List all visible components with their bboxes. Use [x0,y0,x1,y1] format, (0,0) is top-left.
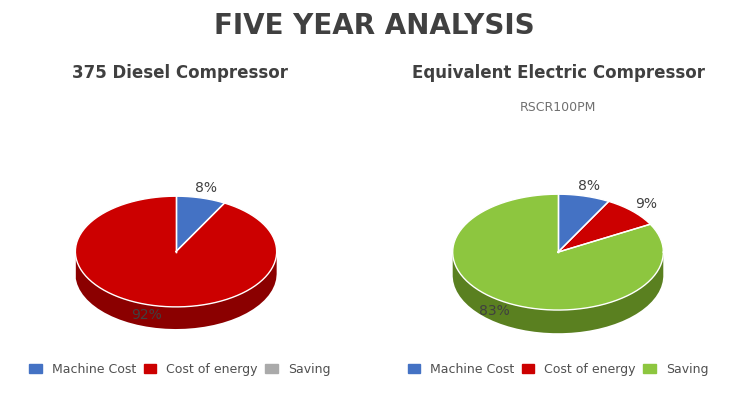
Text: RSCR100PM: RSCR100PM [520,101,596,114]
Text: Equivalent Electric Compressor: Equivalent Electric Compressor [411,64,705,82]
Polygon shape [452,218,664,333]
Polygon shape [176,196,225,252]
Text: 375 Diesel Compressor: 375 Diesel Compressor [72,64,288,82]
Polygon shape [452,194,664,310]
Polygon shape [558,201,650,252]
Text: FIVE YEAR ANALYSIS: FIVE YEAR ANALYSIS [214,12,535,40]
Polygon shape [452,253,664,333]
Text: 8%: 8% [195,181,216,195]
Polygon shape [76,196,276,307]
Text: 9%: 9% [635,197,657,211]
Legend: Machine Cost, Cost of energy, Saving: Machine Cost, Cost of energy, Saving [25,358,335,381]
Legend: Machine Cost, Cost of energy, Saving: Machine Cost, Cost of energy, Saving [403,358,713,381]
Text: 8%: 8% [578,179,600,193]
Polygon shape [76,252,276,329]
Text: 83%: 83% [479,304,510,318]
Polygon shape [558,194,609,252]
Polygon shape [76,218,276,329]
Text: 92%: 92% [131,308,162,322]
